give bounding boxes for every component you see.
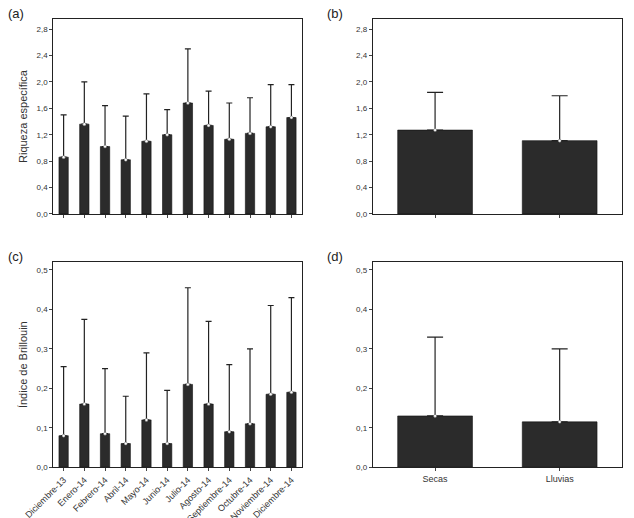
svg-text:(d): (d) [327, 249, 343, 264]
svg-text:0,0: 0,0 [37, 463, 49, 472]
svg-text:0,4: 0,4 [356, 305, 368, 314]
svg-text:Abril-14: Abril-14 [101, 475, 130, 504]
svg-text:0,5: 0,5 [37, 266, 49, 275]
svg-text:Enero-14: Enero-14 [56, 475, 89, 508]
svg-text:0,4: 0,4 [37, 183, 49, 192]
svg-text:1,2: 1,2 [356, 131, 368, 140]
svg-text:0,2: 0,2 [356, 384, 368, 393]
svg-text:2,0: 2,0 [37, 78, 49, 87]
svg-text:0,8: 0,8 [37, 157, 49, 166]
svg-text:0,3: 0,3 [356, 345, 368, 354]
svg-text:Noviembre-14: Noviembre-14 [228, 475, 275, 518]
svg-text:Mayo-14: Mayo-14 [119, 475, 151, 507]
svg-text:2,8: 2,8 [37, 25, 49, 34]
svg-text:0,0: 0,0 [356, 210, 368, 219]
svg-text:2,8: 2,8 [356, 25, 368, 34]
svg-text:Julio-14: Julio-14 [163, 475, 192, 504]
svg-text:0,2: 0,2 [37, 384, 49, 393]
svg-text:1,2: 1,2 [37, 131, 49, 140]
svg-text:0,0: 0,0 [37, 210, 49, 219]
svg-text:Octubre-14: Octubre-14 [216, 475, 255, 514]
svg-text:Agosto-14: Agosto-14 [177, 475, 213, 511]
svg-text:Febrero-14: Febrero-14 [71, 475, 110, 514]
svg-text:0,5: 0,5 [356, 266, 368, 275]
svg-text:0,4: 0,4 [37, 305, 49, 314]
svg-text:1,6: 1,6 [37, 104, 49, 113]
svg-text:0,1: 0,1 [356, 424, 368, 433]
svg-text:2,0: 2,0 [356, 78, 368, 87]
svg-text:Diciembre-14: Diciembre-14 [251, 475, 296, 518]
svg-text:0,1: 0,1 [37, 424, 49, 433]
svg-text:Lluvias: Lluvias [546, 474, 575, 484]
svg-text:0,8: 0,8 [356, 157, 368, 166]
svg-text:0,0: 0,0 [356, 463, 368, 472]
svg-text:(a): (a) [8, 6, 24, 21]
svg-text:0,3: 0,3 [37, 345, 49, 354]
svg-text:(c): (c) [8, 249, 23, 264]
svg-text:0,4: 0,4 [356, 183, 368, 192]
svg-text:Secas: Secas [423, 474, 449, 484]
svg-text:Diciembre-13: Diciembre-13 [23, 475, 68, 518]
svg-text:2,4: 2,4 [356, 51, 368, 60]
svg-text:Septiembre-14: Septiembre-14 [185, 475, 234, 518]
svg-text:Índice de Brillouin: Índice de Brillouin [17, 321, 29, 408]
svg-text:1,6: 1,6 [356, 104, 368, 113]
svg-text:(b): (b) [327, 6, 343, 21]
svg-text:Junio-14: Junio-14 [140, 475, 171, 506]
svg-text:Riqueza específica: Riqueza específica [17, 69, 29, 163]
svg-text:2,4: 2,4 [37, 51, 49, 60]
